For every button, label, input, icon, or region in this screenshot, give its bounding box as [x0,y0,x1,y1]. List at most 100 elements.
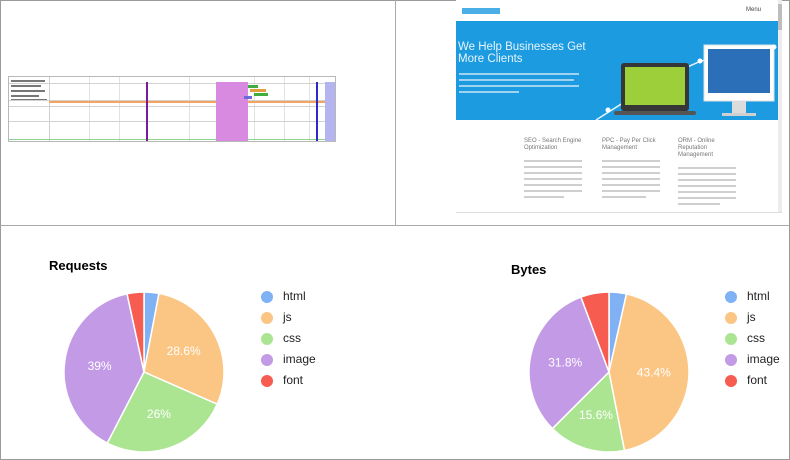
pie-slice-css [551,370,626,453]
site-column-text-line [524,196,564,198]
site-column-heading: ORM - Online Reputation Management [678,138,715,158]
pie-slice-font [579,291,610,373]
site-column-orm: ORM - Online Reputation Management [678,138,736,205]
pie-slice-js [608,293,690,452]
legend-swatch [725,312,737,324]
waterfall-thumbnail[interactable] [8,76,336,142]
pie-data-label-js: 43.4% [637,366,671,380]
waterfall-gridline [89,77,90,141]
site-hero-text-line [459,85,579,87]
pie-data-label-js: 28.6% [167,344,201,358]
waterfall-cpu-line [49,101,335,103]
waterfall-gridline [254,77,255,141]
site-column-text-line [602,190,660,192]
site-logo [462,8,500,14]
waterfall-request-bar [254,93,268,96]
legend-label: font [747,373,768,387]
site-column-text-line [678,197,736,199]
legend-label: html [747,289,770,303]
site-column-heading: SEO - Search Engine Optimization [524,138,582,151]
waterfall-onload-block [325,82,335,141]
site-column-text-line [678,191,736,193]
site-hero-graphic [595,44,777,120]
legend-swatch [261,291,273,303]
site-hero-text-line [459,91,519,93]
legend-label: image [283,352,316,366]
site-column-ppc: PPC - Pay Per Click Management [602,138,660,198]
site-column-text-line [678,185,736,187]
site-column-seo: SEO - Search Engine Optimization [524,138,582,198]
pie-slice-css [106,371,219,453]
waterfall-start-render-marker [146,82,148,141]
waterfall-row-line [9,106,335,107]
site-hero-text-line [459,79,574,81]
vertical-divider [395,0,396,225]
legend-swatch [725,291,737,303]
legend-swatch [725,375,737,387]
requests-chart-title: Requests [49,258,108,273]
waterfall-bandwidth-line [9,139,335,140]
legend-label: css [283,331,301,345]
site-column-text-line [524,184,582,186]
site-column-text-line [602,166,660,168]
pie-slice-js [143,292,225,406]
site-column-text-line [602,196,646,198]
site-column-text-line [524,190,582,192]
waterfall-label-line [11,90,45,92]
legend-swatch [261,375,273,387]
legend-label: js [747,310,756,324]
legend-swatch [261,354,273,366]
legend-label: font [283,373,304,387]
pie-data-label-image: 39% [88,359,112,373]
site-nav-menu: Menu [746,7,762,13]
bytes-legend: html js css image font [725,289,785,389]
waterfall-gridline [119,77,120,141]
pie-data-label-image: 31.8% [548,356,582,370]
site-column-text-line [602,178,660,180]
site-column-text-line [678,173,736,175]
site-hero: We Help Businesses Get More Clients [456,21,778,120]
legend-swatch [261,312,273,324]
waterfall-request-bar [244,96,252,99]
site-column-text-line [602,160,660,162]
waterfall-label-line [11,85,41,87]
legend-label: css [747,331,765,345]
pie-data-label-css: 15.6% [579,408,613,422]
waterfall-render-block [216,82,248,141]
site-column-heading: PPC - Pay Per Click Management [602,138,656,151]
waterfall-request-bar [248,85,258,88]
site-scrollbar-thumb[interactable] [778,4,782,30]
site-column-text-line [524,178,582,180]
legend-label: js [283,310,292,324]
waterfall-row-line [9,121,335,122]
bytes-pie-chart: 43.4% 15.6% 31.8% [528,291,690,453]
waterfall-dom-complete-marker [316,82,318,141]
waterfall-row-line [9,100,335,101]
site-hero-text-line [459,73,579,75]
waterfall-gridline [189,77,190,141]
site-scrollbar[interactable] [778,0,782,212]
site-column-text-line [678,179,736,181]
waterfall-row-line [9,83,335,84]
waterfall-request-bar [250,89,266,92]
site-column-text-line [524,172,582,174]
pie-slice-image [63,292,145,445]
waterfall-labels [9,77,50,141]
pie-data-label-css: 26% [147,407,171,421]
legend-swatch [725,354,737,366]
site-column-text-line [602,172,660,174]
pie-slice-font [126,291,145,373]
requests-pie-chart: 28.6% 26% 39% [63,291,225,453]
waterfall-label-line [11,95,39,97]
site-column-text-line [524,160,582,162]
site-column-text-line [678,167,736,169]
legend-label: image [747,352,780,366]
requests-legend: html js css image font [261,289,351,389]
legend-label: html [283,289,306,303]
site-hero-title: We Help Businesses Get More Clients [458,41,586,65]
waterfall-label-line [11,80,45,82]
site-column-text-line [678,203,720,205]
legend-swatch [725,333,737,345]
website-screenshot-thumbnail[interactable]: Menu We Help Businesses Get More Clients… [456,0,782,213]
site-column-text-line [602,184,660,186]
